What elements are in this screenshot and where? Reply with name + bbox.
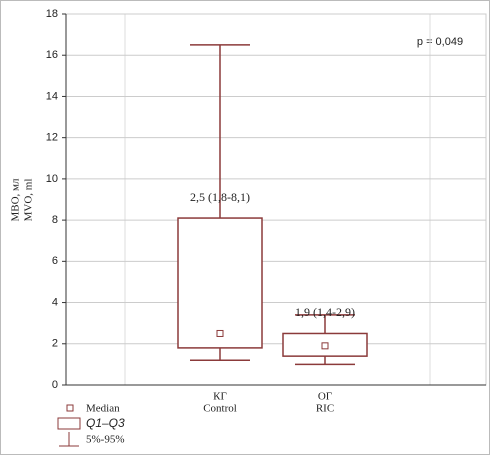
x-tick-sublabel: RIC [316,403,334,415]
y-tick-label: 14 [46,90,58,102]
y-tick-label: 10 [46,173,58,185]
median [321,342,329,350]
y-tick-label: 4 [52,296,58,308]
y-tick-label: 12 [46,132,58,144]
y-tick-label: 16 [46,49,58,61]
y-label-en: MVO, ml [23,179,35,222]
y-tick-label: 8 [52,214,58,226]
y-tick-label: 6 [52,255,58,267]
x-tick-sublabel: Control [203,403,237,415]
legend-median [66,404,74,412]
x-tick-label: ОГ [318,391,332,403]
median [216,329,224,337]
box [177,217,263,349]
legend-box [57,417,81,430]
value-label: 2,5 (1,8-8,1) [190,190,250,204]
y-tick-label: 0 [52,379,58,391]
annotation: p = 0,049 [417,36,463,48]
plot-frame [65,13,487,386]
y-label: МВО, мл [10,178,22,222]
y-tick-label: 2 [52,338,58,350]
y-axis-title: МВО, мл MVO, ml [10,178,35,222]
legend-label: Median [86,403,120,415]
value-label: 1,9 (1,4-2,9) [295,305,355,319]
legend-label: Q1–Q3 [86,416,125,430]
y-tick-label: 18 [46,8,58,20]
x-tick-label: КГ [213,391,227,403]
legend-label: 5%-95% [86,434,125,446]
